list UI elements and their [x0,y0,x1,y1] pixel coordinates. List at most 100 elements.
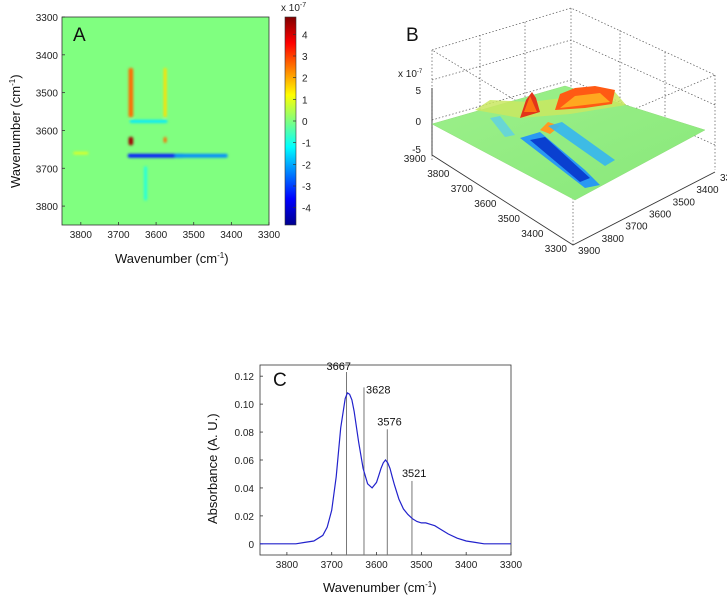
surface-axis-lines [431,154,716,246]
spectrum-x-label-suffix: ) [432,580,436,595]
spectrum-y-tick-3: 0.06 [235,456,255,467]
heatmap-feature-2 [163,68,167,118]
surface-axis1-tick-5: 3400 [521,229,544,240]
panel-label-b: B [406,25,419,46]
colorbar-scale-exp: -7 [300,2,306,9]
spectrum-y-tick-4: 0.08 [235,428,255,439]
colorbar-scale-label: x 10-7 [281,2,306,14]
surface-axis1-tick-1: 3800 [427,169,450,180]
heatmap-x-tick-5: 3300 [258,230,281,241]
spectrum-x-tick-4: 3400 [455,560,478,571]
heatmap-x-tick-3: 3500 [183,230,206,241]
heatmap-y-tick-0: 3300 [36,13,59,24]
spectrum-y-tick-0: 0 [248,540,254,551]
heatmap-ticks: 3800 3700 3600 3500 3400 3300 3300 3400 3500 3600… [36,13,281,241]
spectrum-y-tick-6: 0.12 [235,372,255,383]
heatmap-feature-7 [144,166,148,201]
spectrum-x-label-text: Wavenumber (cm [323,580,425,595]
spectrum-x-tick-5: 3300 [500,560,523,571]
peak-label-3628: 3628 [366,384,390,396]
heatmap-y-label-text: Wavenumber (cm [8,86,23,188]
colorbar-tick-2: 2 [302,74,308,85]
heatmap-feature-8 [73,151,89,155]
surface-axis1-tick-4: 3500 [498,214,521,225]
heatmap-y-axis-label: Wavenumber (cm-1) [8,74,23,188]
spectrum-x-label-sup: -1 [425,580,433,589]
heatmap-x-label-text: Wavenumber (cm [115,251,217,266]
heatmap-feature-6 [129,119,168,123]
box-grid-1 [431,39,716,106]
spectrum-x-tick-2: 3600 [365,560,388,571]
panel-c-spectrum: 3800 3700 3600 3500 3400 3300 0 0.02 0.04 0.06 0.0… [205,361,523,595]
surface-plane [431,85,706,201]
heatmap-y-tick-4: 3700 [36,164,59,175]
surface-axis2-tick-0: 3900 [578,246,601,257]
heatmap-x-tick-0: 3800 [70,230,93,241]
surface-axis1-tick-3: 3600 [474,199,497,210]
colorbar-tick-1: 3 [302,52,308,63]
spectrum-ticks: 3800 3700 3600 3500 3400 3300 0 0.02 0.04 0.06 0.0… [235,372,523,571]
colorbar-tick-7: -3 [302,182,311,193]
spectrum-x-tick-1: 3700 [321,560,344,571]
panel-label-a: A [73,25,86,46]
surface-ridge-orange [560,93,610,108]
surface-peak-highlight [524,96,537,112]
heatmap-feature-1 [128,68,134,118]
heatmap-feature-3 [163,137,167,143]
peak-label-3576: 3576 [377,416,401,428]
spectrum-y-axis-label: Absorbance (A. U.) [205,413,220,524]
surface-axis2-tick-1: 3800 [602,234,625,245]
surface-axis2-tick-5: 3400 [696,185,719,196]
heatmap-x-label-suffix: ) [224,251,228,266]
heatmap-y-tick-3: 3600 [36,126,59,137]
heatmap-x-tick-2: 3600 [145,230,168,241]
heatmap-y-tick-5: 3800 [36,202,59,213]
peak-label-3667: 3667 [327,361,351,373]
heatmap-y-label-suffix: ) [8,74,23,78]
colorbar-ticks: 4 3 2 1 0 -1 -2 -3 -4 [293,30,311,215]
heatmap-image [62,17,269,225]
spectrum-x-tick-3: 3500 [410,560,433,571]
spectrum-y-tick-1: 0.02 [235,512,255,523]
heatmap-y-label-sup: -1 [8,78,17,86]
heatmap-feature-4 [127,153,185,158]
spectrum-x-axis-label: Wavenumber (cm-1) [323,580,437,595]
heatmap-x-label-sup: -1 [217,251,225,260]
surface-z-scale-prefix: x 10 [398,69,417,80]
surface-z-tick-0: 5 [415,86,421,97]
surface-axis2-tick-2: 3700 [625,222,648,233]
surface-axis1-tick-6: 3300 [545,244,568,255]
colorbar-tick-6: -2 [302,160,311,171]
heatmap-feature-0 [128,136,134,146]
surface-axis1-tick-0: 3900 [404,154,427,165]
heatmap-feature-5 [174,153,228,158]
heatmap-y-tick-1: 3400 [36,51,59,62]
surface-axis2-tick-3: 3600 [649,210,672,221]
spectrum-x-tick-0: 3800 [276,560,299,571]
surface-valley-3 [548,122,615,166]
surface-valley-2 [530,137,590,182]
surface-z-tick-1: 0 [415,117,421,128]
colorbar-tick-0: 4 [302,30,308,41]
spectrum-peak-markers: 3667 3628 3576 3521 [327,361,426,555]
surface-axes [431,88,716,246]
surface-axis1-tick-2: 3700 [451,184,474,195]
colorbar-tick-4: 0 [302,117,308,128]
heatmap-frame [61,16,270,226]
surface-axis2-tick-4: 3500 [673,197,696,208]
heatmap-x-tick-4: 3400 [220,230,243,241]
surface-valley-4 [490,116,515,137]
spectrum-y-tick-5: 0.10 [235,400,255,411]
surface-z-tick-2: -5 [412,145,421,156]
heatmap-y-tick-2: 3500 [36,89,59,100]
panel-label-c: C [273,370,287,391]
panel-a-heatmap: 3800 3700 3600 3500 3400 3300 3300 3400 3500 3600… [8,2,311,266]
colorbar-tick-5: -1 [302,139,311,150]
surface-axis2-tick-6: 3300 [720,173,727,184]
colorbar-scale-prefix: x 10 [281,3,300,14]
surface-z-scale-exp: -7 [417,69,423,75]
colorbar-tick-8: -4 [302,204,311,215]
spectrum-line [260,392,511,545]
